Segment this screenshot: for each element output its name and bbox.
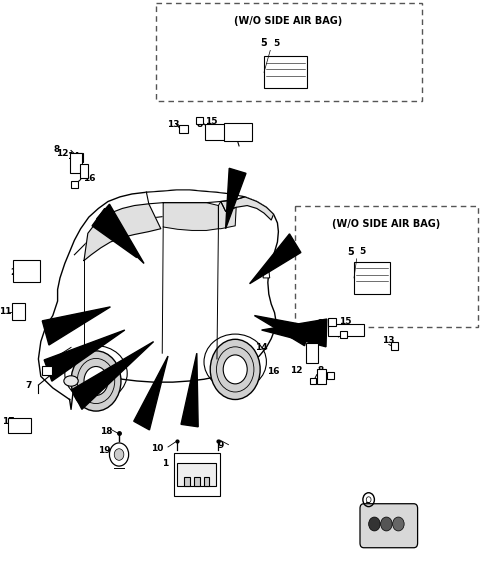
Circle shape	[393, 517, 404, 531]
Bar	[179, 125, 188, 133]
Bar	[196, 117, 204, 124]
Bar	[177, 463, 216, 486]
Bar	[12, 303, 25, 320]
Text: 17: 17	[2, 417, 15, 426]
Bar	[328, 318, 336, 326]
Text: 16: 16	[267, 367, 280, 376]
Text: 6: 6	[237, 123, 243, 132]
Polygon shape	[218, 201, 236, 229]
Text: 14: 14	[67, 152, 79, 161]
Text: 8: 8	[53, 145, 60, 154]
Polygon shape	[146, 190, 245, 204]
Text: 2: 2	[10, 267, 17, 277]
Text: 8: 8	[317, 366, 324, 375]
Polygon shape	[134, 356, 168, 430]
Bar	[184, 477, 190, 486]
Bar	[74, 153, 83, 162]
Bar	[174, 453, 220, 496]
Bar	[205, 124, 236, 140]
Circle shape	[114, 449, 124, 460]
Text: 13: 13	[168, 120, 180, 129]
Text: 19: 19	[98, 446, 111, 455]
Text: 5: 5	[273, 39, 279, 48]
Circle shape	[109, 443, 129, 466]
Text: 1: 1	[162, 459, 169, 468]
Bar	[264, 57, 307, 88]
Text: 9: 9	[217, 441, 224, 450]
Bar	[224, 123, 252, 141]
Polygon shape	[92, 208, 137, 258]
Polygon shape	[84, 204, 161, 261]
Text: 6: 6	[316, 318, 323, 328]
Polygon shape	[44, 330, 125, 381]
Text: 10: 10	[151, 444, 164, 453]
Text: 11: 11	[0, 307, 11, 316]
Bar	[310, 378, 316, 384]
Bar	[295, 206, 478, 327]
Bar	[317, 369, 326, 384]
Bar	[13, 260, 39, 282]
Text: 3: 3	[364, 502, 371, 511]
Polygon shape	[163, 203, 218, 230]
Bar	[340, 331, 347, 338]
Text: 5: 5	[359, 247, 366, 256]
Bar	[80, 163, 88, 178]
Polygon shape	[262, 319, 327, 347]
Bar	[42, 367, 52, 375]
Polygon shape	[72, 342, 154, 409]
Bar	[8, 419, 31, 433]
Bar	[70, 153, 82, 174]
Circle shape	[223, 355, 247, 384]
Bar	[327, 324, 364, 336]
Bar	[306, 343, 318, 364]
Ellipse shape	[64, 376, 78, 386]
Circle shape	[381, 517, 392, 531]
Bar	[156, 3, 422, 101]
Text: 5: 5	[347, 247, 354, 257]
Polygon shape	[226, 168, 246, 229]
Circle shape	[84, 367, 108, 395]
Bar	[326, 372, 334, 379]
Bar	[354, 262, 390, 294]
Polygon shape	[263, 271, 270, 278]
Bar	[204, 477, 209, 486]
Text: 16: 16	[83, 174, 95, 183]
Bar	[71, 181, 78, 188]
Polygon shape	[221, 197, 274, 220]
Text: 18: 18	[100, 427, 113, 436]
Circle shape	[71, 351, 121, 411]
Circle shape	[210, 339, 260, 400]
Bar	[194, 477, 200, 486]
Text: (W/O SIDE AIR BAG): (W/O SIDE AIR BAG)	[332, 219, 441, 229]
Polygon shape	[38, 190, 278, 409]
Polygon shape	[250, 234, 301, 284]
Polygon shape	[97, 204, 144, 263]
FancyBboxPatch shape	[360, 504, 418, 548]
Text: 15: 15	[205, 117, 217, 126]
Text: 8: 8	[332, 330, 338, 339]
Circle shape	[369, 517, 380, 531]
Text: 13: 13	[382, 336, 394, 345]
Text: 4: 4	[28, 266, 35, 276]
Bar	[391, 342, 398, 350]
Text: 15: 15	[339, 317, 352, 326]
Text: 8: 8	[196, 120, 203, 129]
Polygon shape	[181, 353, 198, 427]
Text: 12: 12	[290, 366, 303, 375]
Text: 5: 5	[261, 38, 267, 49]
Text: 14: 14	[255, 343, 268, 352]
Text: (W/O SIDE AIR BAG): (W/O SIDE AIR BAG)	[234, 16, 342, 27]
Polygon shape	[42, 307, 110, 345]
Text: 12: 12	[56, 149, 69, 158]
Polygon shape	[254, 316, 310, 346]
Text: 7: 7	[25, 380, 32, 390]
